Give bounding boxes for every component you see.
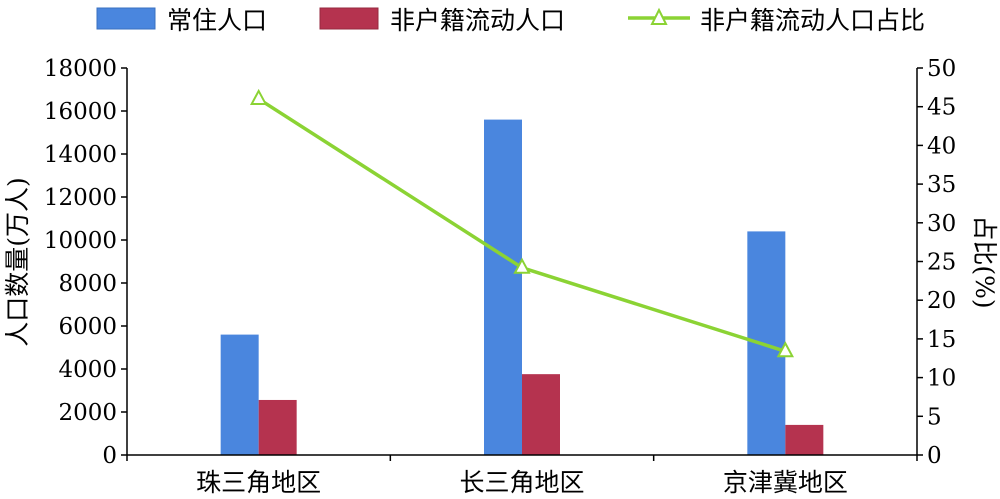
right-tick-label: 15 [927,327,956,353]
legend-item-floating: 非户籍流动人口 [319,6,565,35]
bar-resident [747,231,786,455]
bar-resident [220,334,259,455]
left-tick-label: 0 [102,443,117,469]
category-label: 长三角地区 [459,468,584,497]
plot-area: 0 2000 4000 6000 8000 10000 12000 14000 16000 180… [44,56,956,497]
left-tick-label: 18000 [44,56,117,82]
right-tick-label: 40 [927,133,956,159]
legend-item-resident: 常住人口 [96,6,267,35]
legend-label-ratio: 非户籍流动人口占比 [700,6,925,35]
left-tick-label: 10000 [44,228,117,254]
left-tick-label: 2000 [58,400,117,426]
legend: 常住人口 非户籍流动人口 非户籍流动人口占比 [96,6,925,35]
legend-item-ratio: 非户籍流动人口占比 [628,6,925,35]
left-tick-label: 8000 [58,271,117,297]
x-axis-ticks: 珠三角地区 长三角地区 京津冀地区 [126,455,918,497]
right-tick-label: 25 [927,250,956,276]
left-tick-label: 4000 [58,357,117,383]
legend-swatch-resident [96,7,156,30]
right-tick-label: 0 [927,443,942,469]
right-tick-label: 45 [927,95,956,121]
bar-floating [522,374,560,455]
right-axis-ticks: 0 5 10 15 20 25 30 35 40 45 50 [917,56,956,469]
right-tick-label: 35 [927,172,956,198]
legend-label-resident: 常住人口 [167,6,267,35]
right-tick-label: 20 [927,288,956,314]
legend-marker-ratio [650,7,668,25]
bar-floating [785,424,824,455]
legend-swatch-floating [319,7,379,30]
left-tick-label: 12000 [44,185,117,211]
left-tick-label: 14000 [44,142,117,168]
ratio-point [513,257,531,274]
right-tick-label: 5 [927,404,942,430]
bars [220,119,824,455]
ratio-point [776,341,795,358]
left-tick-label: 6000 [58,314,117,340]
ratio-point [249,88,268,105]
legend-label-floating: 非户籍流动人口 [390,6,565,35]
left-tick-label: 16000 [44,99,117,125]
bar-resident [484,119,522,455]
y-axis-left-title: 人口数量(万人) [3,177,32,347]
left-axis-ticks: 0 2000 4000 6000 8000 10000 12000 14000 16000 180… [44,56,127,469]
category-label: 珠三角地区 [196,468,321,497]
right-tick-label: 30 [927,211,956,237]
right-tick-label: 50 [927,56,956,82]
y-axis-right-title: 占比(%) [970,215,999,308]
line-layer [249,88,795,358]
category-label: 京津冀地区 [723,468,848,497]
right-tick-label: 10 [927,366,956,392]
bar-floating [258,399,297,455]
